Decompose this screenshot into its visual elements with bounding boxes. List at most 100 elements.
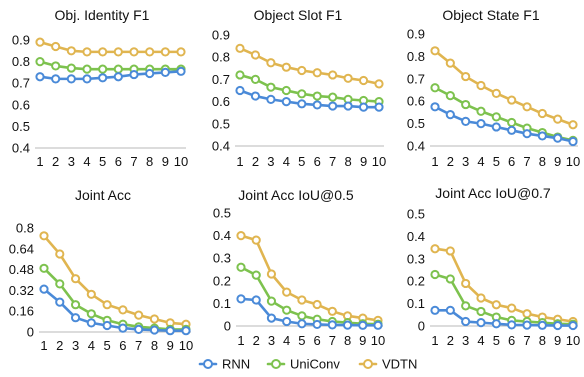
data-point-vdtn xyxy=(149,314,160,324)
data-point-vdtn xyxy=(51,41,61,52)
data-point-rnn xyxy=(251,295,261,305)
data-point-rnn xyxy=(282,316,292,327)
x-tick-label: 2 xyxy=(56,338,63,353)
x-tick-label: 8 xyxy=(539,154,546,169)
data-point-rnn xyxy=(568,136,578,147)
data-point-rnn xyxy=(98,73,108,83)
data-point-rnn xyxy=(445,110,455,120)
x-tick-label: 5 xyxy=(103,338,110,353)
x-tick-label: 8 xyxy=(344,333,351,348)
x-tick-label: 3 xyxy=(72,338,79,353)
legend-label: UniConv xyxy=(290,357,340,372)
data-point-rnn xyxy=(176,66,186,76)
legend-marker xyxy=(363,359,373,369)
x-tick-label: 6 xyxy=(313,333,320,348)
legend-item-vdtn: VDTN xyxy=(358,357,417,372)
series-line-vdtn xyxy=(38,40,183,54)
y-tick-label: 0.4 xyxy=(407,229,425,244)
data-point-rnn xyxy=(476,119,486,129)
data-point-uniconv xyxy=(281,85,291,96)
chart-title: Joint Acc xyxy=(75,187,131,203)
x-tick-label: 1 xyxy=(431,154,438,169)
data-point-vdtn xyxy=(113,47,123,57)
data-point-vdtn xyxy=(328,70,338,80)
x-tick-label: 9 xyxy=(162,154,169,169)
data-point-rnn xyxy=(522,129,532,139)
x-tick-label: 5 xyxy=(298,333,305,348)
series-line-uniconv xyxy=(239,265,380,326)
y-tick-label: 0.9 xyxy=(12,33,30,48)
x-tick-label: 9 xyxy=(360,154,367,169)
x-tick-label: 7 xyxy=(130,154,137,169)
data-point-rnn xyxy=(86,318,96,328)
data-point-rnn xyxy=(312,100,322,110)
y-tick-label: 0.7 xyxy=(212,72,230,87)
x-tick-label: 4 xyxy=(83,154,90,169)
x-tick-label: 4 xyxy=(477,333,484,348)
data-point-vdtn xyxy=(297,65,307,76)
series-rnn xyxy=(39,284,191,336)
x-tick-label: 4 xyxy=(283,333,290,348)
data-point-rnn xyxy=(343,101,353,111)
data-point-rnn xyxy=(445,305,455,315)
data-point-rnn xyxy=(491,319,501,329)
data-point-vdtn xyxy=(445,58,455,68)
data-point-rnn xyxy=(236,294,246,304)
x-tick-label: 7 xyxy=(523,154,530,169)
data-point-vdtn xyxy=(251,235,261,245)
data-point-uniconv xyxy=(461,301,471,311)
data-point-vdtn xyxy=(145,47,155,57)
data-point-rnn xyxy=(430,305,440,315)
x-tick-label: 10 xyxy=(372,154,386,169)
data-point-vdtn xyxy=(98,47,108,57)
x-tick-label: 7 xyxy=(523,333,530,348)
x-tick-label: 3 xyxy=(68,154,75,169)
data-point-vdtn xyxy=(312,299,322,310)
x-tick-label: 8 xyxy=(539,333,546,348)
data-point-uniconv xyxy=(86,309,96,319)
data-point-vdtn xyxy=(507,303,517,313)
series-rnn xyxy=(236,294,383,330)
x-tick-label: 5 xyxy=(493,333,500,348)
x-tick-label: 10 xyxy=(566,333,580,348)
x-tick-label: 10 xyxy=(566,154,580,169)
series-line-vdtn xyxy=(433,49,575,127)
data-point-rnn xyxy=(51,74,61,84)
x-tick-label: 10 xyxy=(371,333,385,348)
data-point-vdtn xyxy=(327,306,337,316)
data-point-vdtn xyxy=(160,47,170,57)
chart-title: Joint Acc IoU@0.5 xyxy=(238,187,354,203)
panel-object-state-f1: Object State F1 0.9 0.8 0.7 0.6 0.5 0.4 1 2 3 4 5 6 7… xyxy=(407,7,580,169)
x-tick-label: 4 xyxy=(283,154,290,169)
x-tick-label: 5 xyxy=(493,154,500,169)
data-point-uniconv xyxy=(445,274,455,284)
data-point-rnn xyxy=(537,131,547,141)
series-line-rnn xyxy=(239,297,380,327)
x-tick-label: 6 xyxy=(119,338,126,353)
panel-joint-acc-iou-0-5: Joint Acc IoU@0.5 0.5 0.4 0.3 0.2 0.1 01 2 3 4 5 6 7… xyxy=(213,187,385,348)
chart-title: Joint Acc IoU@0.7 xyxy=(435,185,551,201)
x-tick-label: 2 xyxy=(52,154,59,169)
data-point-vdtn xyxy=(461,71,471,82)
data-point-uniconv xyxy=(282,305,292,315)
data-point-vdtn xyxy=(86,289,96,299)
y-tick-label: 0.4 xyxy=(213,228,231,243)
data-point-vdtn xyxy=(235,43,245,53)
data-point-vdtn xyxy=(507,95,517,105)
data-point-vdtn xyxy=(491,88,501,98)
data-point-uniconv xyxy=(445,91,455,101)
data-point-rnn xyxy=(522,320,532,330)
data-point-uniconv xyxy=(312,91,322,101)
y-tick-label: 0.32 xyxy=(9,283,34,298)
data-point-uniconv xyxy=(66,63,76,73)
series-vdtn xyxy=(35,37,186,57)
x-tick-label: 4 xyxy=(88,338,95,353)
data-point-rnn xyxy=(568,320,578,331)
series-line-rnn xyxy=(38,70,183,81)
panel-object-slot-f1: Object Slot F1 0.9 0.8 0.7 0.6 0.5 0.4 1 2 3 4 5 6 7 8… xyxy=(212,7,386,169)
x-tick-label: 3 xyxy=(268,333,275,348)
series-line-vdtn xyxy=(433,247,575,323)
x-tick-label: 5 xyxy=(99,154,106,169)
series-uniconv xyxy=(235,70,384,107)
